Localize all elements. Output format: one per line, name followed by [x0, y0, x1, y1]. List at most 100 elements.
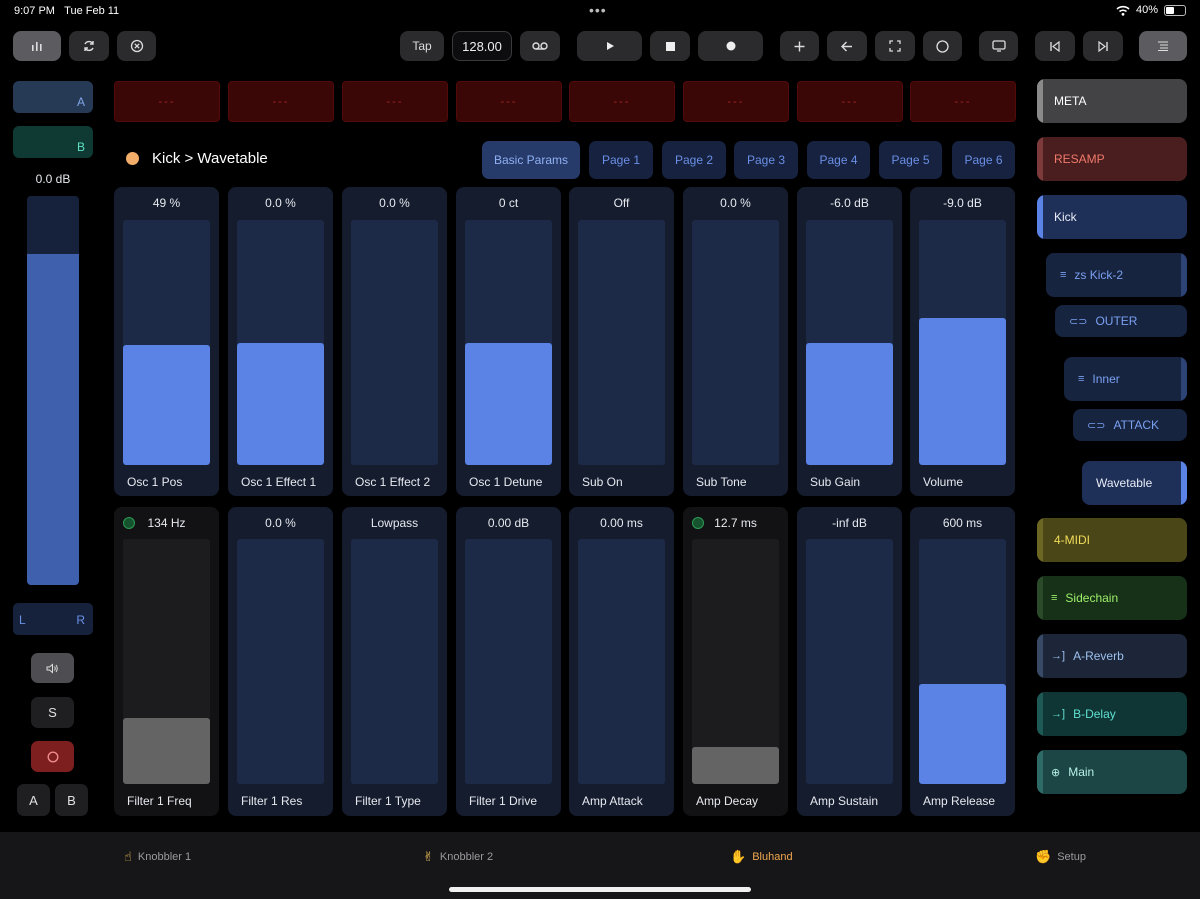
clip-slot[interactable]: ---	[683, 81, 789, 122]
tempo-field[interactable]: 128.00	[452, 31, 512, 61]
param-knob[interactable]: -inf dB Amp Sustain	[797, 507, 902, 816]
clip-slot[interactable]: ---	[456, 81, 562, 122]
param-slider[interactable]	[351, 539, 438, 784]
tab-page-4[interactable]: Page 4	[807, 141, 870, 179]
param-slider[interactable]	[351, 220, 438, 465]
battery-percent: 40%	[1135, 4, 1158, 16]
crossfade-a-button[interactable]: A	[13, 81, 93, 113]
device-breadcrumb: Kick > Wavetable	[126, 150, 268, 167]
param-knob[interactable]: Off Sub On	[569, 187, 674, 496]
param-slider[interactable]	[919, 220, 1006, 465]
crossfade-assign-a-button[interactable]: A	[17, 784, 50, 816]
track-item-b-delay[interactable]: →] B-Delay	[1037, 692, 1187, 736]
param-knob[interactable]: -6.0 dB Sub Gain	[797, 187, 902, 496]
track-item-a-reverb[interactable]: →] A-Reverb	[1037, 634, 1187, 678]
param-slider[interactable]	[123, 539, 210, 784]
param-knob[interactable]: 0.00 dB Filter 1 Drive	[456, 507, 561, 816]
tab-basic-params[interactable]: Basic Params	[482, 141, 580, 179]
tab-page-6[interactable]: Page 6	[952, 141, 1015, 179]
multitask-dots-icon[interactable]: •••	[589, 2, 607, 18]
track-item-attack[interactable]: ⊂⊃ ATTACK	[1073, 409, 1187, 441]
previous-button[interactable]	[1035, 31, 1075, 61]
nav-knobbler-2[interactable]: ✌ Knobbler 2	[423, 849, 493, 865]
clip-slot[interactable]: ---	[569, 81, 675, 122]
screen-button[interactable]	[979, 31, 1018, 61]
play-button[interactable]	[577, 31, 642, 61]
track-item-sidechain[interactable]: ≡ Sidechain	[1037, 576, 1187, 620]
home-indicator[interactable]	[449, 887, 751, 892]
param-knob[interactable]: 0.0 % Filter 1 Res	[228, 507, 333, 816]
record-button[interactable]	[698, 31, 763, 61]
track-item-outer[interactable]: ⊂⊃ OUTER	[1055, 305, 1187, 337]
tab-page-5[interactable]: Page 5	[879, 141, 942, 179]
add-button[interactable]	[780, 31, 819, 61]
param-slider[interactable]	[806, 539, 893, 784]
stop-button[interactable]	[650, 31, 690, 61]
clip-slot[interactable]: ---	[797, 81, 903, 122]
nav-bluhand[interactable]: ✋ Bluhand	[730, 849, 793, 865]
arm-button[interactable]	[31, 741, 74, 772]
param-slider-fill	[806, 342, 893, 465]
metronome-button[interactable]	[520, 31, 560, 61]
tab-page-3[interactable]: Page 3	[734, 141, 798, 179]
crossfade-assign-b-button[interactable]: B	[55, 784, 88, 816]
track-item-4-midi[interactable]: 4-MIDI	[1037, 518, 1187, 562]
param-knob[interactable]: Lowpass Filter 1 Type	[342, 507, 447, 816]
param-slider[interactable]	[123, 220, 210, 465]
param-knob[interactable]: 0.00 ms Amp Attack	[569, 507, 674, 816]
track-color-edge	[1037, 195, 1043, 239]
tap-tempo-button[interactable]: Tap	[400, 31, 444, 61]
volume-fader-fill	[27, 254, 79, 585]
track-list-toggle-button[interactable]	[1139, 31, 1187, 61]
crossfade-b-button[interactable]: B	[13, 126, 93, 158]
back-button[interactable]	[827, 31, 867, 61]
stop-icon	[665, 41, 675, 51]
volume-fader[interactable]	[27, 196, 79, 585]
track-item-zs-kick-2[interactable]: ≡ zs Kick-2	[1046, 253, 1187, 297]
param-slider[interactable]	[806, 220, 893, 465]
stop-clips-button[interactable]	[117, 31, 156, 61]
tab-page-2[interactable]: Page 2	[662, 141, 726, 179]
clip-slot[interactable]: ---	[114, 81, 220, 122]
track-item-kick[interactable]: Kick	[1037, 195, 1187, 239]
track-item-resamp[interactable]: RESAMP	[1037, 137, 1187, 181]
mute-button[interactable]	[31, 653, 74, 683]
mixer-toggle-button[interactable]	[13, 31, 61, 61]
solo-button[interactable]: S	[31, 697, 74, 728]
clip-slot[interactable]: ---	[228, 81, 334, 122]
param-knob[interactable]: 0.0 % Osc 1 Effect 1	[228, 187, 333, 496]
param-knob[interactable]: 49 % Osc 1 Pos	[114, 187, 219, 496]
next-button[interactable]	[1083, 31, 1123, 61]
fullscreen-button[interactable]	[875, 31, 915, 61]
clip-slot[interactable]: ---	[910, 81, 1016, 122]
param-slider[interactable]	[237, 539, 324, 784]
nav-knobbler-1[interactable]: ☝ Knobbler 1	[124, 849, 191, 865]
param-slider[interactable]	[237, 220, 324, 465]
param-knob[interactable]: 12.7 ms Amp Decay	[683, 507, 788, 816]
param-slider[interactable]	[465, 539, 552, 784]
nav-setup[interactable]: ✊ Setup	[1035, 849, 1086, 865]
param-slider[interactable]	[578, 539, 665, 784]
tab-page-1[interactable]: Page 1	[589, 141, 653, 179]
param-knob[interactable]: 0.0 % Osc 1 Effect 2	[342, 187, 447, 496]
param-knob[interactable]: -9.0 dB Volume	[910, 187, 1015, 496]
track-item-inner[interactable]: ≡ Inner	[1064, 357, 1187, 401]
param-label: Volume	[923, 475, 964, 489]
param-knob[interactable]: 600 ms Amp Release	[910, 507, 1015, 816]
param-slider[interactable]	[692, 539, 779, 784]
pan-control[interactable]: L R	[13, 603, 93, 635]
param-slider[interactable]	[919, 539, 1006, 784]
param-knob[interactable]: 0 ct Osc 1 Detune	[456, 187, 561, 496]
loop-button[interactable]	[69, 31, 109, 61]
param-slider[interactable]	[692, 220, 779, 465]
track-item-main[interactable]: ⊕ Main	[1037, 750, 1187, 794]
circle-button[interactable]	[923, 31, 962, 61]
param-slider[interactable]	[578, 220, 665, 465]
param-value: 0 ct	[498, 196, 519, 210]
track-item-wavetable[interactable]: Wavetable	[1082, 461, 1187, 505]
param-knob[interactable]: 134 Hz Filter 1 Freq	[114, 507, 219, 816]
track-item-meta[interactable]: META	[1037, 79, 1187, 123]
clip-slot[interactable]: ---	[342, 81, 448, 122]
param-slider[interactable]	[465, 220, 552, 465]
param-knob[interactable]: 0.0 % Sub Tone	[683, 187, 788, 496]
